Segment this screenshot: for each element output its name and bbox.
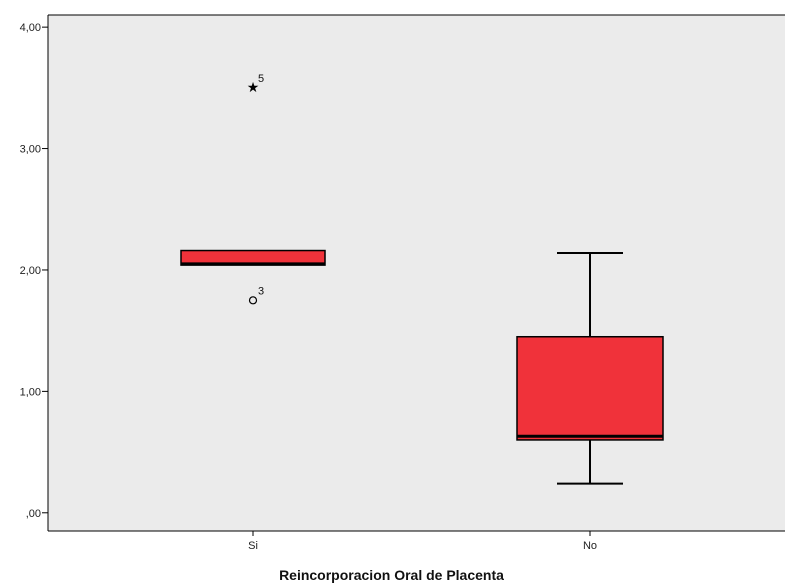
x-tick-label: No: [583, 540, 597, 552]
outlier-label: 3: [258, 285, 264, 297]
x-axis: Si No: [48, 530, 785, 552]
box-iqr: [516, 335, 664, 441]
outlier-label: 5: [258, 73, 264, 85]
y-tick-label: 2,00: [20, 265, 41, 277]
box-no: [516, 251, 664, 485]
y-tick-label: 4,00: [20, 22, 41, 34]
y-tick-label: 1,00: [20, 386, 41, 398]
outlier-star: ★: [247, 80, 260, 96]
y-axis: ,00 1,00 2,00 3,00 4,00: [20, 14, 785, 531]
plot-area: [48, 15, 785, 531]
box-si: ★5 3: [180, 73, 326, 305]
x-tick-label: Si: [248, 540, 258, 552]
x-axis-title: Reincorporacion Oral de Placenta: [279, 567, 504, 583]
y-tick-label: ,00: [26, 508, 41, 520]
outlier-circle: [248, 296, 258, 305]
boxes: ★5 3: [180, 73, 664, 485]
y-tick-label: 3,00: [20, 144, 41, 156]
